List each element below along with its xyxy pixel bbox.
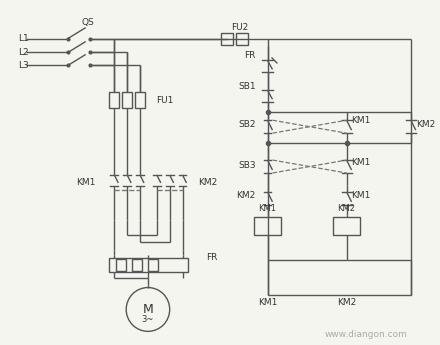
Bar — [110, 92, 119, 108]
Text: KM1: KM1 — [259, 204, 277, 213]
Text: FU2: FU2 — [231, 23, 248, 32]
Text: KM2: KM2 — [198, 178, 218, 187]
Text: QS: QS — [81, 18, 94, 27]
Text: FU1: FU1 — [156, 96, 173, 105]
Text: KM2: KM2 — [337, 298, 356, 307]
Text: KM1: KM1 — [352, 191, 371, 200]
Bar — [148, 259, 158, 270]
Text: L2: L2 — [18, 48, 29, 57]
Bar — [132, 259, 142, 270]
Text: 3~: 3~ — [142, 315, 154, 324]
Bar — [116, 259, 126, 270]
Text: KM1: KM1 — [258, 298, 277, 307]
Text: M: M — [143, 303, 153, 316]
Bar — [122, 92, 132, 108]
Text: SB2: SB2 — [238, 120, 256, 129]
Bar — [236, 32, 248, 45]
Text: KM2: KM2 — [416, 120, 435, 129]
Text: L3: L3 — [18, 61, 29, 70]
Text: SB1: SB1 — [238, 82, 256, 91]
Bar — [110, 258, 188, 272]
Bar — [254, 217, 281, 235]
Text: KM2: KM2 — [236, 191, 256, 200]
Text: SB3: SB3 — [238, 160, 256, 169]
Bar — [135, 92, 145, 108]
Bar — [221, 32, 233, 45]
Text: FR: FR — [244, 51, 256, 60]
Text: KM1: KM1 — [76, 178, 95, 187]
Text: FR: FR — [206, 253, 218, 262]
Bar — [333, 217, 360, 235]
Text: L1: L1 — [18, 34, 29, 43]
Text: KM1: KM1 — [352, 158, 371, 167]
Text: KM2: KM2 — [337, 204, 356, 213]
Text: www.diangon.com: www.diangon.com — [325, 330, 408, 339]
Text: KM1: KM1 — [352, 116, 371, 125]
